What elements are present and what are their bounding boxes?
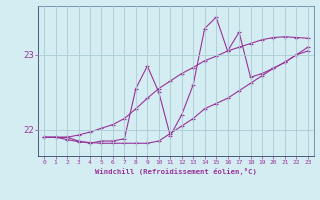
X-axis label: Windchill (Refroidissement éolien,°C): Windchill (Refroidissement éolien,°C) bbox=[95, 168, 257, 175]
